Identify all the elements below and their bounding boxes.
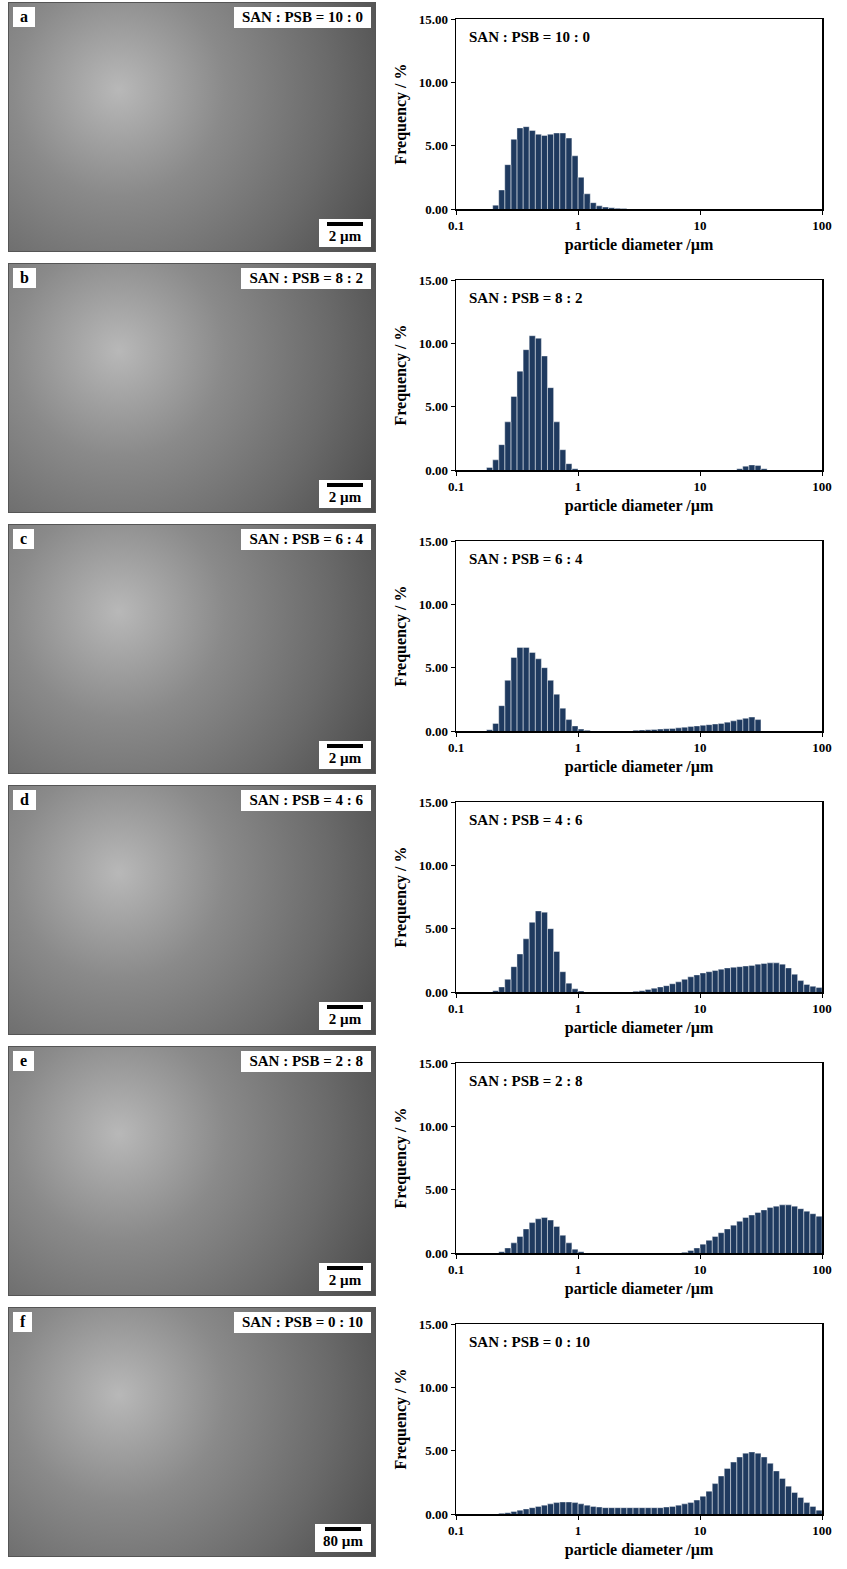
svg-text:1: 1	[575, 218, 582, 233]
html-text:2 µm: 2 µm	[328, 228, 362, 244]
svg-text:1: 1	[575, 479, 582, 494]
svg-text:10: 10	[694, 479, 707, 494]
html-text:2 µm: 2 µm	[328, 1272, 362, 1288]
svg-text:SAN : PSB = 0 : 10: SAN : PSB = 0 : 10	[469, 1334, 590, 1350]
svg-text:5.00: 5.00	[425, 399, 448, 414]
svg-text:1: 1	[575, 1523, 582, 1538]
svg-text:0.00: 0.00	[425, 463, 448, 478]
svg-text:SAN : PSB = 10 : 0: SAN : PSB = 10 : 0	[469, 29, 590, 45]
svg-text:10: 10	[694, 218, 707, 233]
html-text:80 µm: 80 µm	[323, 1533, 363, 1549]
svg-text:100: 100	[812, 740, 832, 755]
html-text:b: b	[20, 269, 29, 286]
svg-text:1: 1	[575, 1262, 582, 1277]
svg-text:100: 100	[812, 1523, 832, 1538]
svg-text:15.00: 15.00	[419, 1317, 448, 1332]
svg-text:5.00: 5.00	[425, 921, 448, 936]
svg-text:1: 1	[575, 740, 582, 755]
html-text:SAN : PSB = 2 : 8: SAN : PSB = 2 : 8	[249, 1053, 363, 1069]
svg-text:particle diameter /µm: particle diameter /µm	[565, 1541, 714, 1559]
svg-text:particle diameter /µm: particle diameter /µm	[565, 236, 714, 254]
svg-text:10.00: 10.00	[419, 1119, 448, 1134]
svg-text:SAN : PSB = 4 : 6: SAN : PSB = 4 : 6	[469, 812, 583, 828]
html-text:c: c	[20, 530, 28, 547]
svg-text:10.00: 10.00	[419, 858, 448, 873]
svg-text:10: 10	[694, 740, 707, 755]
svg-text:100: 100	[812, 479, 832, 494]
svg-text:1: 1	[575, 1001, 582, 1016]
svg-text:0.00: 0.00	[425, 985, 448, 1000]
svg-text:SAN : PSB = 2 : 8: SAN : PSB = 2 : 8	[469, 1073, 583, 1089]
svg-text:10.00: 10.00	[419, 336, 448, 351]
svg-text:15.00: 15.00	[419, 1056, 448, 1071]
svg-text:0.1: 0.1	[448, 740, 464, 755]
html-text:SAN : PSB = 4 : 6: SAN : PSB = 4 : 6	[249, 792, 363, 808]
svg-text:5.00: 5.00	[425, 660, 448, 675]
svg-text:0.00: 0.00	[425, 1246, 448, 1261]
html-text:e: e	[20, 1052, 28, 1069]
svg-text:15.00: 15.00	[419, 273, 448, 288]
svg-text:10: 10	[694, 1523, 707, 1538]
html-text:SAN : PSB = 6 : 4: SAN : PSB = 6 : 4	[249, 531, 363, 547]
svg-text:100: 100	[812, 1262, 832, 1277]
svg-text:15.00: 15.00	[419, 795, 448, 810]
svg-text:0.1: 0.1	[448, 479, 464, 494]
svg-text:10.00: 10.00	[419, 1380, 448, 1395]
svg-text:0.1: 0.1	[448, 1001, 464, 1016]
html-text:SAN : PSB = 10 : 0: SAN : PSB = 10 : 0	[241, 9, 363, 25]
svg-text:0.1: 0.1	[448, 1262, 464, 1277]
svg-text:SAN : PSB = 6 : 4: SAN : PSB = 6 : 4	[469, 551, 583, 567]
svg-text:Frequency / %: Frequency / %	[392, 846, 410, 947]
html-text:d: d	[20, 791, 29, 808]
html-text:f: f	[20, 1313, 26, 1330]
svg-text:SAN : PSB = 8 : 2: SAN : PSB = 8 : 2	[469, 290, 583, 306]
svg-text:Frequency / %: Frequency / %	[392, 324, 410, 425]
html-text:2 µm: 2 µm	[328, 489, 362, 505]
svg-text:0.1: 0.1	[448, 1523, 464, 1538]
svg-text:Frequency / %: Frequency / %	[392, 1107, 410, 1208]
svg-text:10: 10	[694, 1001, 707, 1016]
svg-text:5.00: 5.00	[425, 1182, 448, 1197]
svg-text:10: 10	[694, 1262, 707, 1277]
html-text:SAN : PSB = 8 : 2: SAN : PSB = 8 : 2	[249, 270, 363, 286]
svg-text:0.1: 0.1	[448, 218, 464, 233]
svg-text:5.00: 5.00	[425, 138, 448, 153]
svg-text:Frequency / %: Frequency / %	[392, 1368, 410, 1469]
svg-text:15.00: 15.00	[419, 12, 448, 27]
svg-text:0.00: 0.00	[425, 202, 448, 217]
svg-text:100: 100	[812, 218, 832, 233]
svg-text:0.00: 0.00	[425, 724, 448, 739]
svg-text:5.00: 5.00	[425, 1443, 448, 1458]
svg-text:particle diameter /µm: particle diameter /µm	[565, 758, 714, 776]
html-text:2 µm: 2 µm	[328, 750, 362, 766]
svg-text:100: 100	[812, 1001, 832, 1016]
svg-text:15.00: 15.00	[419, 534, 448, 549]
svg-text:particle diameter /µm: particle diameter /µm	[565, 1280, 714, 1298]
svg-text:particle diameter /µm: particle diameter /µm	[565, 1019, 714, 1037]
svg-text:0.00: 0.00	[425, 1507, 448, 1522]
svg-text:Frequency / %: Frequency / %	[392, 63, 410, 164]
svg-text:10.00: 10.00	[419, 597, 448, 612]
html-text:SAN : PSB = 0 : 10: SAN : PSB = 0 : 10	[241, 1314, 363, 1330]
html-text:2 µm: 2 µm	[328, 1011, 362, 1027]
html-text:a: a	[20, 8, 28, 25]
svg-text:Frequency / %: Frequency / %	[392, 585, 410, 686]
svg-text:particle diameter /µm: particle diameter /µm	[565, 497, 714, 515]
svg-text:10.00: 10.00	[419, 75, 448, 90]
